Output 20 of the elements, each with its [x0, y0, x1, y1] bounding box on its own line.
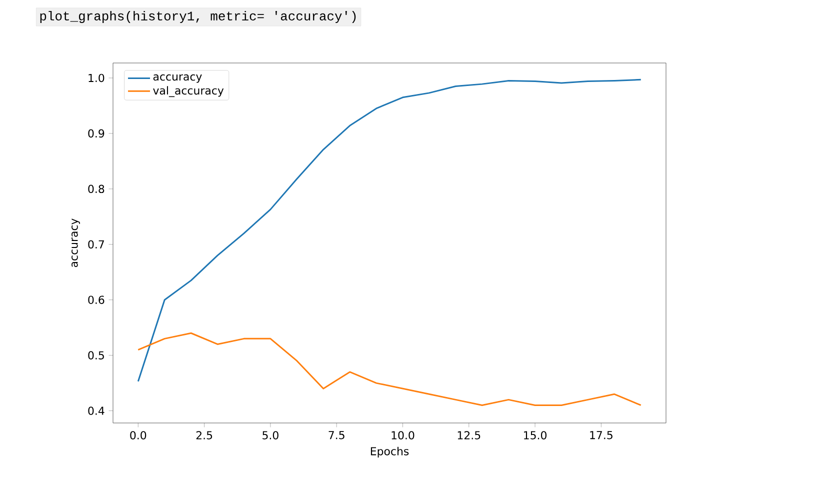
x-tick-label: 12.5 [458, 431, 480, 440]
legend-label: accuracy [153, 74, 202, 83]
x-tick-label: 17.5 [590, 431, 612, 440]
y-tick-label: 0.4 [88, 406, 104, 415]
y-tick-label: 0.6 [88, 296, 104, 304]
y-tick-label: 1.0 [88, 74, 104, 82]
y-axis-title: accuracy [72, 218, 80, 268]
y-tick-label: 0.9 [88, 129, 104, 138]
x-tick-label: 15.0 [524, 431, 546, 440]
x-tick-label: 0.0 [130, 431, 146, 440]
x-tick-label: 5.0 [262, 431, 278, 440]
x-tick-label: 2.5 [196, 431, 212, 440]
x-tick-label: 7.5 [328, 431, 344, 440]
y-tick-label: 0.5 [88, 351, 104, 360]
x-tick-label: 10.0 [392, 431, 414, 440]
y-tick-label: 0.8 [88, 184, 104, 194]
y-tick-label: 0.7 [88, 240, 104, 249]
x-axis-title: Epochs [370, 446, 409, 458]
text: plot_graphs(history1, metric= 'accuracy') [40, 10, 356, 24]
legend-label: val_accuracy [153, 86, 224, 98]
